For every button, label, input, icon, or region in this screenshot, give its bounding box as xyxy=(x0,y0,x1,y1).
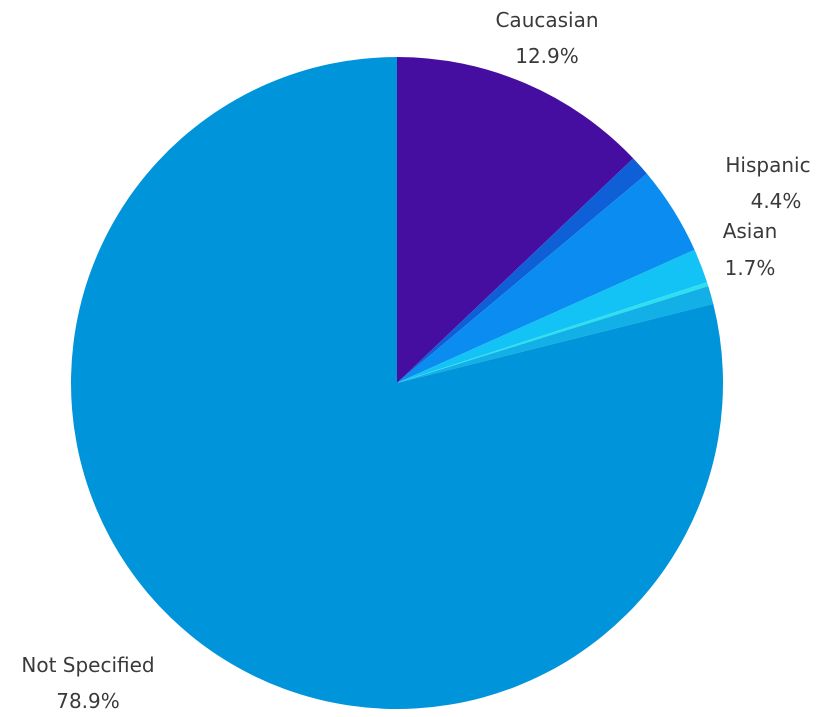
label-asian: Asian 1.7% xyxy=(723,219,778,280)
pie-labels: Caucasian 12.9% Hispanic 4.4% Asian 1.7%… xyxy=(21,8,810,713)
label-caucasian: Caucasian 12.9% xyxy=(495,8,598,68)
label-hispanic: Hispanic 4.4% xyxy=(725,153,810,213)
pie-slice-unlabeled-5 xyxy=(397,286,714,383)
pie-slice-not-specified xyxy=(70,57,723,710)
label-not-specified: Not Specified 78.9% xyxy=(21,653,154,713)
pie-slice-hispanic xyxy=(397,173,695,383)
pie-slices xyxy=(70,57,723,710)
label-asian-value: 1.7% xyxy=(725,256,776,280)
pie-slice-caucasian xyxy=(397,57,634,383)
pie-slice-unlabeled-4 xyxy=(397,282,709,383)
label-asian-name: Asian xyxy=(723,219,778,243)
label-hispanic-name: Hispanic xyxy=(725,153,810,177)
label-caucasian-name: Caucasian xyxy=(495,8,598,32)
label-hispanic-value: 4.4% xyxy=(751,189,802,213)
pie-slice-asian xyxy=(397,249,708,383)
pie-slice-unlabeled-1 xyxy=(397,158,647,383)
label-caucasian-value: 12.9% xyxy=(515,44,579,68)
label-not-specified-name: Not Specified xyxy=(21,653,154,677)
label-not-specified-value: 78.9% xyxy=(56,689,120,713)
